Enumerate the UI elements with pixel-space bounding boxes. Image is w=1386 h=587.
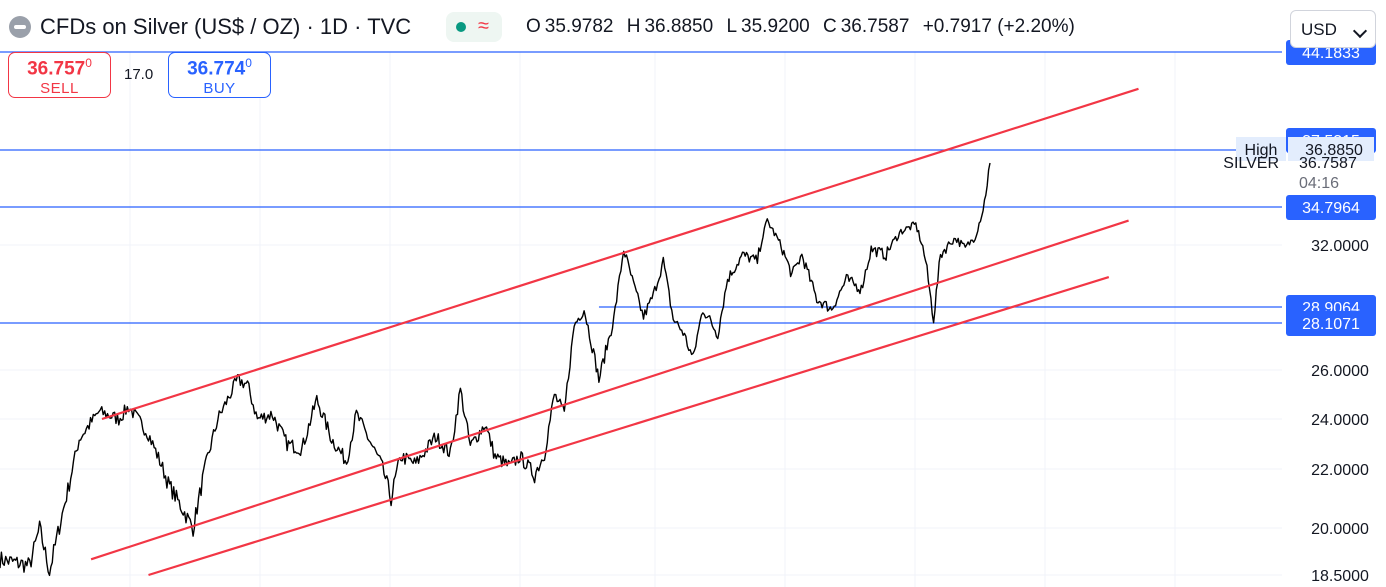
buy-button[interactable]: 36.7740 BUY	[168, 52, 271, 98]
price-level-label-background	[1286, 195, 1376, 220]
chart-header: CFDs on Silver (US$ / OZ) · 1D · TVC ≈ O…	[0, 0, 1280, 52]
price-level-label: 44.1833	[1302, 45, 1360, 62]
symbol-title[interactable]: CFDs on Silver (US$ / OZ) · 1D · TVC	[40, 14, 412, 39]
symbol-logo-icon	[9, 16, 31, 38]
low-value: L 35.9200	[726, 16, 810, 37]
sell-label: SELL	[40, 80, 79, 98]
last-price-label: 36.7587	[1299, 155, 1357, 172]
price-level-label: 34.7964	[1302, 200, 1360, 217]
price-level-label-background	[1286, 311, 1376, 336]
price-level-label: 28.1071	[1302, 316, 1360, 333]
high-value-label: 36.8850	[1305, 142, 1363, 159]
y-axis-tick-label: 22.0000	[1311, 462, 1369, 479]
spread-value: 17.0	[124, 66, 154, 83]
change-value: +0.7917 (+2.20%)	[922, 16, 1075, 37]
high-value-background	[1288, 137, 1374, 161]
buy-label: BUY	[203, 80, 236, 98]
bar-countdown-label: 04:16	[1299, 175, 1339, 192]
market-open-dot-icon	[456, 22, 466, 32]
y-axis-tick-label: 26.0000	[1311, 363, 1369, 380]
sell-price: 36.7570	[27, 56, 92, 80]
wave-icon: ≈	[478, 15, 489, 37]
close-value: C 36.7587	[823, 16, 910, 37]
chevron-down-icon	[1352, 23, 1368, 39]
currency-select[interactable]: USD	[1290, 10, 1376, 48]
currency-label: USD	[1301, 20, 1337, 39]
symbol-name-label: SILVER	[1223, 155, 1279, 172]
buy-price: 36.7740	[187, 56, 252, 80]
sell-button[interactable]: 36.7570 SELL	[8, 52, 111, 98]
y-axis-tick-label: 20.0000	[1311, 521, 1369, 538]
high-tag-label: High	[1245, 142, 1278, 159]
high-tag-background	[1236, 137, 1286, 161]
price-series-line	[0, 162, 991, 577]
market-status-pill[interactable]: ≈	[446, 12, 502, 42]
ohlc-values: O 35.9782 H 36.8850 L 35.9200 C 36.7587 +0.7…	[526, 16, 1079, 38]
y-axis-tick-label: 24.0000	[1311, 412, 1369, 429]
y-axis-tick-label: 32.0000	[1311, 238, 1369, 255]
high-value: H 36.8850	[626, 16, 714, 37]
trend-channel-line	[90, 219, 1129, 561]
trend-channel-line	[101, 87, 1139, 421]
trend-channel-line	[148, 276, 1110, 577]
y-axis-tick-label: 18.5000	[1311, 568, 1369, 585]
open-value: O 35.9782	[526, 16, 614, 37]
